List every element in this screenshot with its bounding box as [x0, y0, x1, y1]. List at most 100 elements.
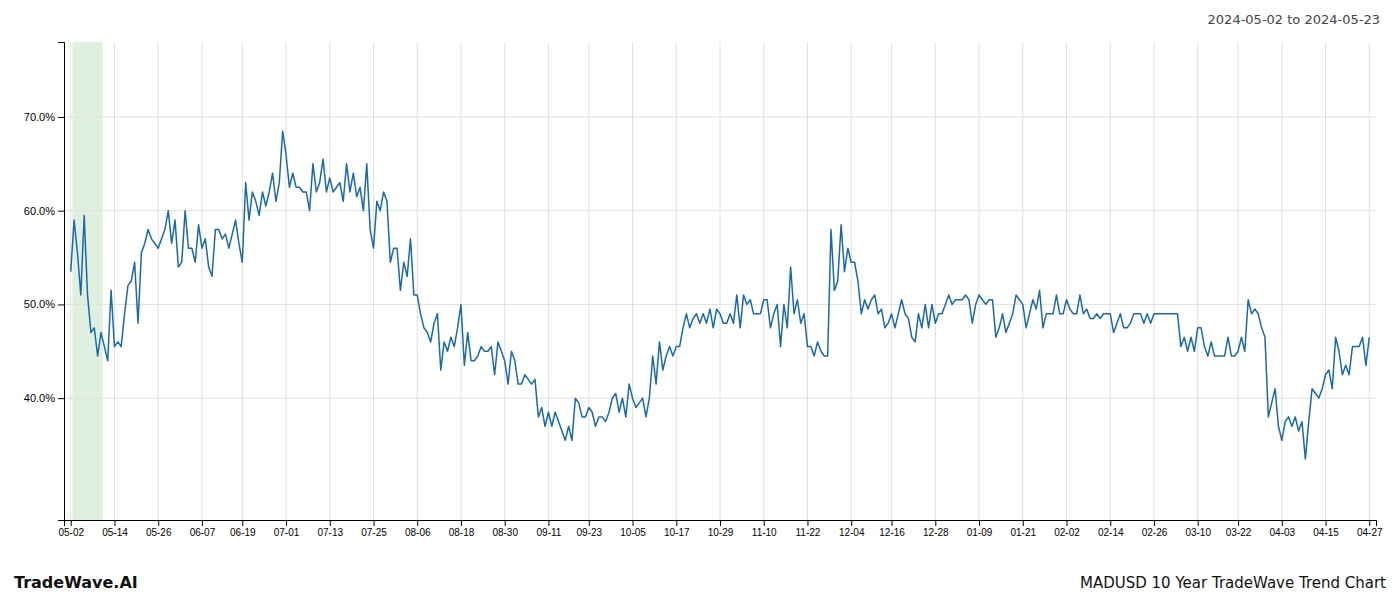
x-tick-mark: [158, 520, 159, 526]
grid-line: [763, 42, 764, 520]
grid-line: [851, 42, 852, 520]
grid-line: [504, 42, 505, 520]
x-tick: 04-27: [1357, 520, 1383, 538]
x-tick: 07-13: [317, 520, 343, 538]
x-tick: 05-02: [58, 520, 84, 538]
x-tick-mark: [676, 520, 677, 526]
grid-line: [935, 42, 936, 520]
x-tick: 11-22: [796, 520, 821, 538]
x-tick-mark: [1154, 520, 1155, 526]
grid-line: [807, 42, 808, 520]
x-tick-label: 02-02: [1054, 527, 1080, 538]
x-tick-mark: [892, 520, 893, 526]
subtitle: 2024-05-02 to 2024-05-23: [1208, 12, 1380, 27]
x-tick-label: 04-27: [1357, 527, 1383, 538]
x-tick: 07-01: [274, 520, 300, 538]
grid-line: [242, 42, 243, 520]
x-tick-label: 08-06: [405, 527, 431, 538]
y-axis: 40.0% 50.0% 60.0% 70.0%: [24, 43, 65, 521]
plot-marks: [64, 42, 1376, 520]
grid-line: [329, 42, 330, 520]
x-tick-mark: [1326, 520, 1327, 526]
x-tick-label: 07-25: [361, 527, 387, 538]
x-tick-mark: [461, 520, 462, 526]
x-tick: 03-10: [1185, 520, 1211, 538]
grid-line: [1153, 42, 1154, 520]
title: MADUSD 10 Year TradeWave Trend Chart: [1080, 574, 1386, 592]
x-tick-mark: [807, 520, 808, 526]
x-tick: 02-14: [1098, 520, 1124, 538]
x-tick-mark: [114, 520, 115, 526]
grid-line: [201, 42, 202, 520]
x-tick-mark: [1238, 520, 1239, 526]
x-tick-mark: [1023, 520, 1024, 526]
y-tick: 60.0%: [24, 205, 64, 217]
x-tick-mark: [330, 520, 331, 526]
x-tick-mark: [505, 520, 506, 526]
y-tick-label: 50.0%: [24, 298, 55, 310]
x-tick-label: 10-17: [664, 527, 690, 538]
x-tick-mark: [935, 520, 936, 526]
x-tick-label: 10-29: [708, 527, 734, 538]
x-tick-mark: [242, 520, 243, 526]
x-tick-mark: [720, 520, 721, 526]
x-tick-mark: [851, 520, 852, 526]
x-tick: 02-26: [1142, 520, 1168, 538]
x-tick-mark: [979, 520, 980, 526]
grid-line: [676, 42, 677, 520]
grid-line: [632, 42, 633, 520]
x-tick-label: 05-26: [146, 527, 172, 538]
y-tick: 40.0%: [24, 392, 64, 404]
y-tick-label: 60.0%: [24, 205, 55, 217]
x-tick-mark: [548, 520, 549, 526]
x-tick: 06-19: [230, 520, 256, 538]
x-tick: 10-29: [708, 520, 734, 538]
x-tick: 09-23: [577, 520, 603, 538]
y-tick-label: 70.0%: [24, 111, 55, 123]
grid-line: [1066, 42, 1067, 520]
grid-line: [979, 42, 980, 520]
x-tick-mark: [1198, 520, 1199, 526]
y-tick: 70.0%: [24, 111, 64, 123]
x-tick-mark: [1282, 520, 1283, 526]
x-tick-label: 11-10: [752, 527, 777, 538]
y-tick-mark: [58, 398, 64, 399]
grid-line: [373, 42, 374, 520]
annotation: TradeWave.AI: [14, 573, 138, 592]
grid-line: [417, 42, 418, 520]
x-tick-label: 07-13: [317, 527, 343, 538]
x-tick: 12-28: [923, 520, 949, 538]
grid-line: [1281, 42, 1282, 520]
grid-line: [891, 42, 892, 520]
grid-line: [1238, 42, 1239, 520]
grid-line: [548, 42, 549, 520]
x-tick: 07-25: [361, 520, 387, 538]
plot-area: 05-02 05-14 05-26 06-07 06-19 07-01 07-13 07-25…: [24, 42, 1383, 538]
y-tick-label: 40.0%: [24, 392, 55, 404]
x-tick-mark: [1110, 520, 1111, 526]
x-tick-label: 08-18: [449, 527, 475, 538]
x-tick-label: 02-14: [1098, 527, 1124, 538]
x-tick-label: 03-22: [1226, 527, 1252, 538]
x-tick-label: 11-22: [796, 527, 821, 538]
grid-line: [158, 42, 159, 520]
x-tick-mark: [1369, 520, 1370, 526]
grid-line: [286, 42, 287, 520]
x-tick: 05-26: [146, 520, 172, 538]
x-tick-mark: [202, 520, 203, 526]
y-tick-mark: [58, 117, 64, 118]
x-tick-label: 05-14: [102, 527, 128, 538]
x-tick-label: 06-07: [190, 527, 216, 538]
line: [71, 131, 1370, 459]
x-tick: 10-17: [664, 520, 690, 538]
x-tick-label: 09-11: [537, 527, 562, 538]
x-tick: 11-10: [752, 520, 777, 538]
x-tick-label: 08-30: [492, 527, 518, 538]
x-tick: 05-14: [102, 520, 128, 538]
x-tick-mark: [1067, 520, 1068, 526]
grid-line: [70, 42, 71, 520]
x-tick-label: 02-26: [1142, 527, 1168, 538]
x-tick: 03-22: [1226, 520, 1252, 538]
grid-line: [1369, 42, 1370, 520]
x-tick-label: 10-05: [620, 527, 646, 538]
